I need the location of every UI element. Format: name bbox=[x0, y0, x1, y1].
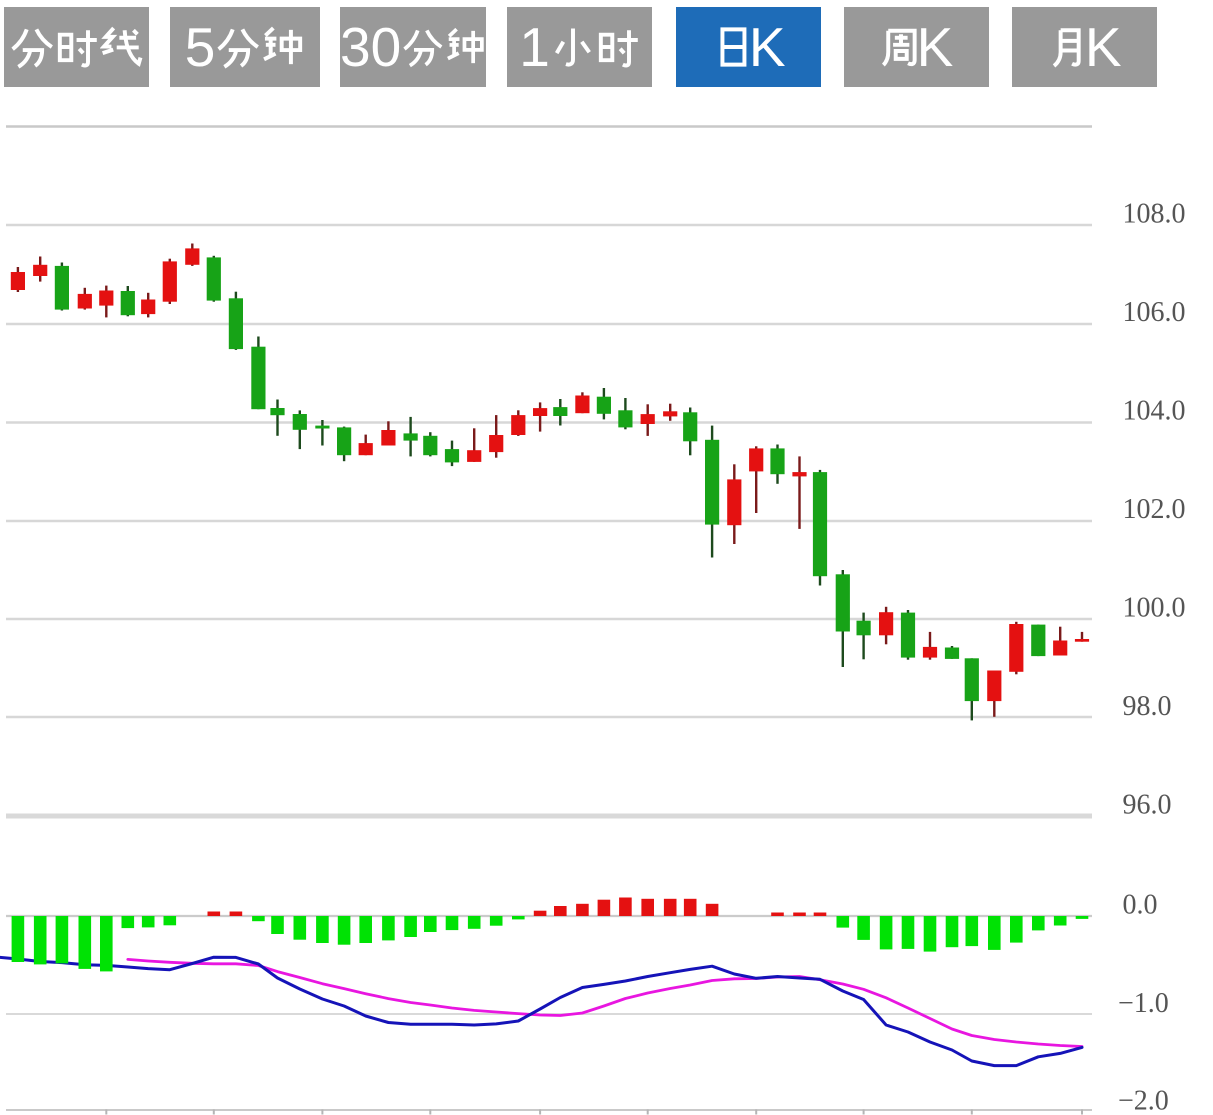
svg-text:100.0: 100.0 bbox=[1123, 593, 1186, 624]
svg-text:104.0: 104.0 bbox=[1123, 396, 1186, 427]
svg-text:0.0: 0.0 bbox=[1123, 890, 1158, 921]
svg-text:96.0: 96.0 bbox=[1123, 790, 1172, 821]
svg-text:−2.0: −2.0 bbox=[1118, 1086, 1169, 1115]
svg-text:−1.0: −1.0 bbox=[1118, 988, 1169, 1019]
svg-text:102.0: 102.0 bbox=[1123, 494, 1186, 525]
svg-text:98.0: 98.0 bbox=[1123, 691, 1172, 722]
svg-text:106.0: 106.0 bbox=[1123, 297, 1186, 328]
svg-text:108.0: 108.0 bbox=[1123, 199, 1186, 230]
